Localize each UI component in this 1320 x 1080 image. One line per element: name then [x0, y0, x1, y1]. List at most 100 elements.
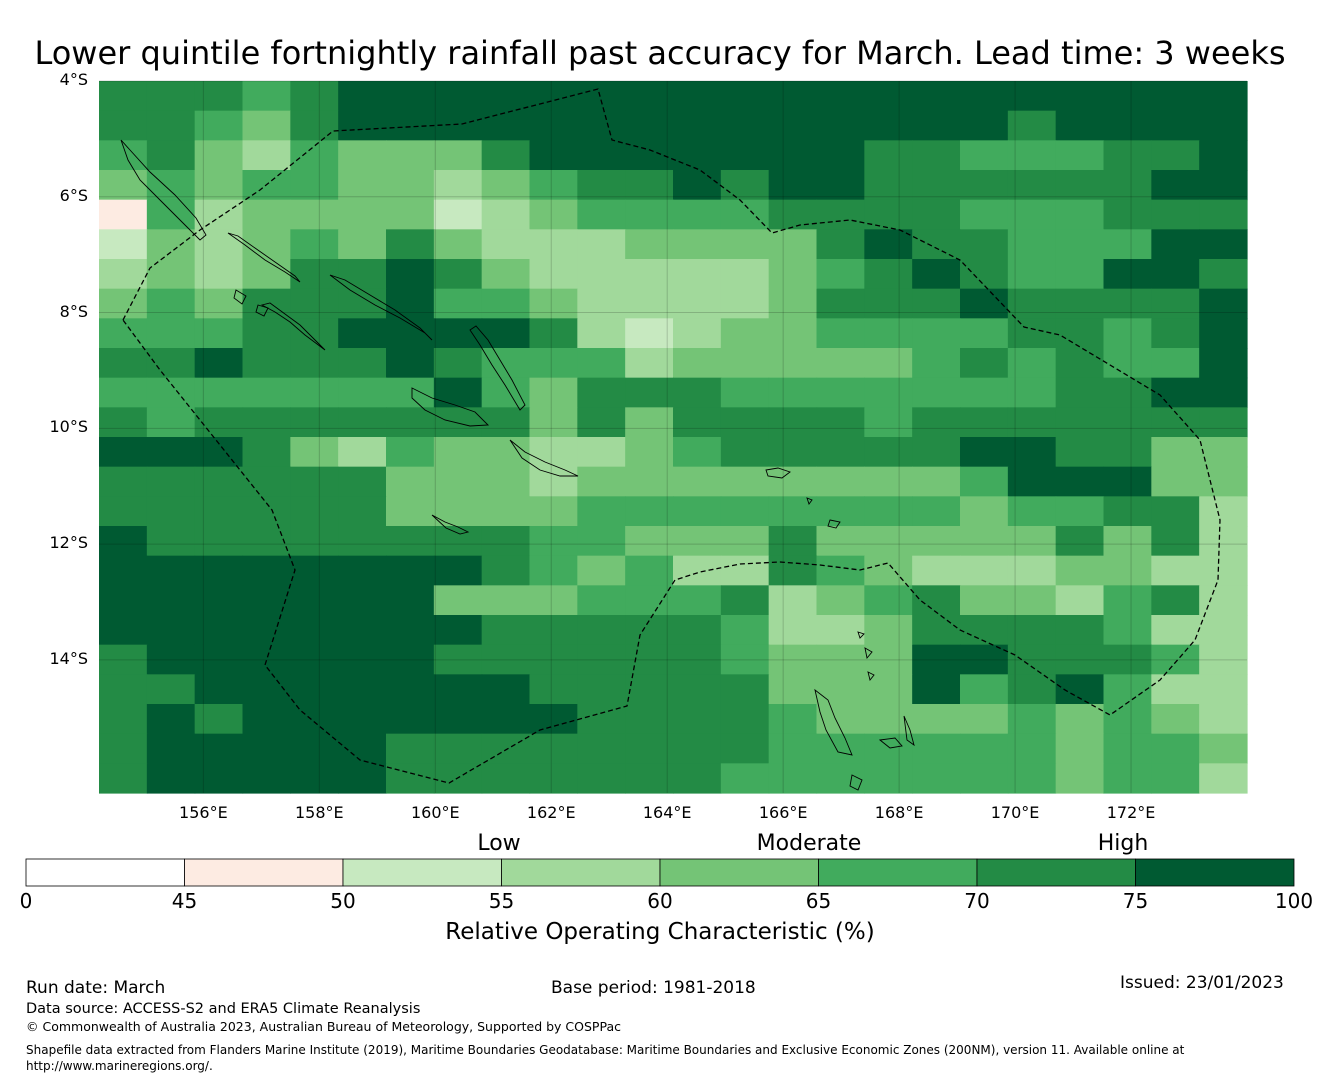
grid-cell	[433, 733, 483, 764]
grid-cell	[1007, 555, 1057, 586]
grid-cell	[864, 644, 913, 675]
grid-cell	[290, 437, 339, 468]
grid-cell	[386, 407, 435, 438]
grid-cell	[146, 199, 196, 230]
grid-cell	[99, 259, 148, 290]
small-island-6	[867, 671, 875, 681]
grid-cell	[912, 733, 961, 764]
grid-cell	[1199, 733, 1248, 764]
grid-cell	[864, 81, 913, 112]
grid-cell	[99, 437, 148, 468]
grid-cell	[290, 377, 339, 408]
small-island-3	[806, 497, 813, 505]
grid-cell	[1199, 348, 1248, 379]
grid-cell	[625, 229, 674, 260]
grid-cell	[673, 407, 722, 438]
grid-cell	[673, 733, 722, 764]
grid-cell	[99, 704, 148, 735]
grid-cell	[194, 763, 244, 794]
grid-cell	[1151, 615, 1200, 646]
grid-cell	[577, 526, 626, 557]
small-island-1	[765, 467, 791, 479]
grid-cell	[625, 259, 674, 290]
grid-cell	[816, 170, 865, 201]
espiritu-santo-island	[814, 688, 853, 756]
grid-cell	[529, 140, 578, 171]
grid-cell	[720, 348, 770, 379]
colorbar-tick-label: 65	[805, 889, 832, 913]
grid-cell	[1199, 763, 1248, 794]
grid-cell	[242, 348, 291, 379]
grid-cell	[960, 644, 1009, 675]
grid-cell	[816, 615, 865, 646]
grid-cell	[768, 466, 818, 497]
solomon-islands-eez-boundary	[122, 88, 1221, 784]
grid-cell	[194, 674, 244, 705]
grid-cell	[1055, 733, 1105, 764]
grid-cell	[577, 496, 626, 527]
small-island-8	[233, 289, 247, 305]
latitude-label: 14°S	[49, 648, 88, 668]
grid-cell	[1151, 733, 1200, 764]
grid-cell	[481, 526, 531, 557]
grid-cell	[960, 555, 1009, 586]
grid-cell	[816, 229, 865, 260]
grid-cell	[673, 615, 722, 646]
latitude-label: 12°S	[49, 533, 88, 553]
colorbar-category-high: High	[1097, 831, 1149, 856]
grid-cell	[625, 437, 674, 468]
grid-cell	[1055, 466, 1105, 497]
grid-cell	[960, 377, 1009, 408]
grid-cell	[912, 377, 961, 408]
grid-cell	[1055, 763, 1105, 794]
grid-cell	[242, 585, 291, 616]
grid-cell	[338, 318, 387, 349]
grid-cell	[386, 496, 435, 527]
grid-cell	[577, 674, 626, 705]
grid-cell	[433, 140, 483, 171]
grid-cell	[625, 674, 674, 705]
grid-cell	[960, 259, 1009, 290]
grid-cell	[433, 437, 483, 468]
colorbar-segment	[501, 858, 661, 887]
grid-cell	[1103, 318, 1152, 349]
grid-cell	[146, 644, 196, 675]
grid-cell	[146, 259, 196, 290]
grid-cell	[625, 199, 674, 230]
grid-cell	[912, 496, 961, 527]
colorbar	[25, 858, 1295, 887]
grid-cell	[1055, 318, 1105, 349]
makira-island	[509, 439, 579, 477]
grid-cell	[673, 763, 722, 794]
grid-cell	[960, 437, 1009, 468]
grid-cell	[433, 466, 483, 497]
grid-cell	[146, 555, 196, 586]
grid-cell	[720, 466, 770, 497]
grid-cell	[816, 377, 865, 408]
grid-cell	[960, 140, 1009, 171]
grid-cell	[529, 763, 578, 794]
small-island-5	[864, 647, 873, 660]
grid-cell	[529, 229, 578, 260]
grid-cell	[194, 466, 244, 497]
colorbar-segment	[25, 858, 185, 887]
grid-cell	[816, 585, 865, 616]
grid-cell	[864, 110, 913, 141]
grid-cell	[1151, 229, 1200, 260]
grid-cell	[673, 585, 722, 616]
grid-cell	[768, 526, 818, 557]
grid-cell	[912, 170, 961, 201]
grid-cell	[146, 763, 196, 794]
eez-boundaries	[122, 88, 1221, 784]
grid-cell	[529, 407, 578, 438]
grid-cell	[99, 733, 148, 764]
grid-cell	[433, 259, 483, 290]
grid-cell	[864, 318, 913, 349]
grid-cell	[912, 348, 961, 379]
grid-cell	[720, 110, 770, 141]
grid-cell	[338, 407, 387, 438]
grid-cell	[194, 585, 244, 616]
grid-cell	[577, 733, 626, 764]
grid-cell	[960, 733, 1009, 764]
